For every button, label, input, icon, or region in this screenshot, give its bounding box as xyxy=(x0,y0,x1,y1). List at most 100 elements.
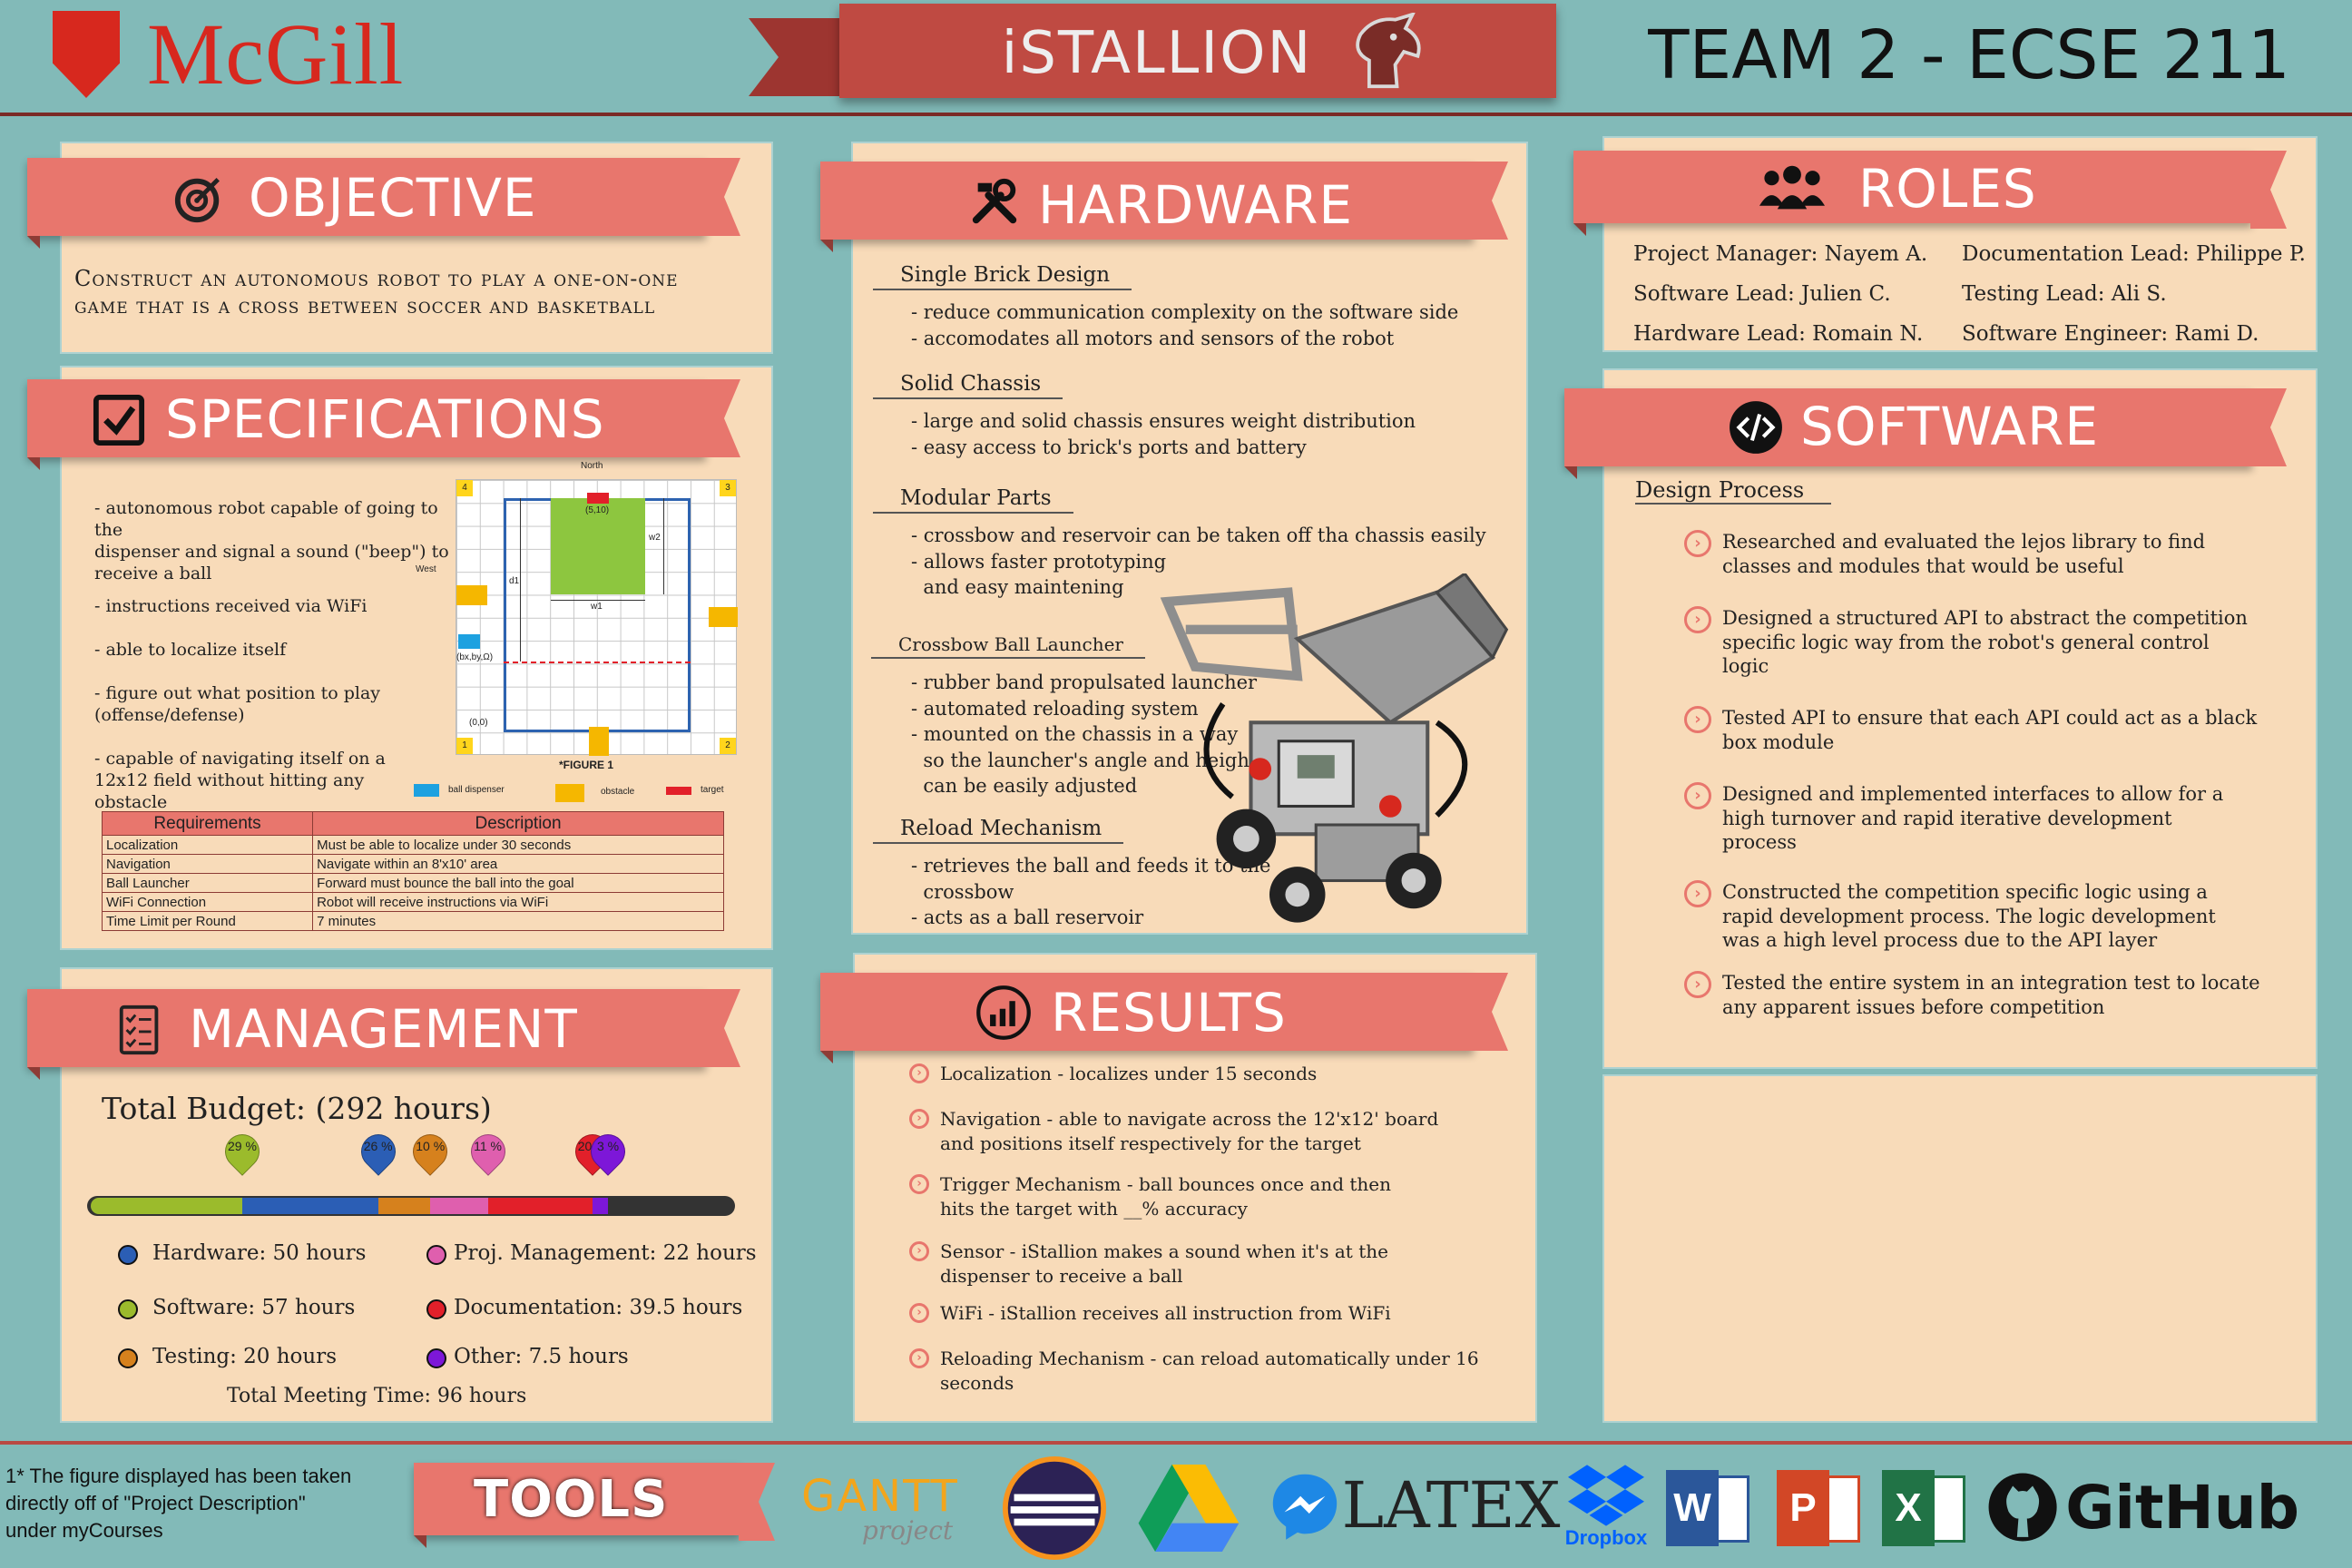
legend-obstacle-swatch xyxy=(555,784,584,802)
obstacle xyxy=(589,727,609,756)
budget-segment xyxy=(241,1198,378,1214)
hardware-section-title: Solid Chassis xyxy=(873,372,1063,399)
legend-dispenser-swatch xyxy=(414,784,439,797)
legend-dot-testing xyxy=(118,1348,138,1368)
software-item-line: logic xyxy=(1722,655,1769,677)
hardware-section-title: Reload Mechanism xyxy=(873,817,1124,844)
budget-segment xyxy=(377,1198,431,1214)
obstacle xyxy=(456,585,487,605)
table-cell: Must be able to localize under 30 second… xyxy=(312,835,724,855)
legend-dot-proj-management xyxy=(426,1245,446,1265)
pin-label: 3 % xyxy=(596,1139,620,1153)
result-bullet-icon: › xyxy=(909,1174,929,1194)
result-bullet-icon: › xyxy=(909,1303,929,1323)
role-software-engineer: Software Engineer: Rami D. xyxy=(1962,322,2259,346)
table-cell: Navigate within an 8'x10' area xyxy=(312,854,724,874)
d1-label: d1 xyxy=(509,576,520,586)
hardware-section-line: - large and solid chassis ensures weight… xyxy=(911,410,1416,432)
legend-dot-other xyxy=(426,1348,446,1368)
table-row: Time Limit per Round 7 minutes xyxy=(101,911,724,931)
table-cell: Time Limit per Round xyxy=(101,911,314,931)
legend-proj-management: Proj. Management: 22 hours xyxy=(454,1241,757,1265)
hardware-section-line: - allows faster prototyping xyxy=(911,550,1167,573)
w1-label: w1 xyxy=(591,602,603,612)
obstacle xyxy=(709,607,738,627)
table-cell: Ball Launcher xyxy=(101,873,314,893)
github-logo: GitHub xyxy=(1987,1457,2299,1557)
role-testing-lead: Testing Lead: Ali S. xyxy=(1962,282,2167,306)
result-item-line: WiFi - iStallion receives all instructio… xyxy=(940,1302,1391,1324)
budget-segment xyxy=(592,1198,608,1214)
spec-line: - instructions received via WiFi xyxy=(94,596,368,616)
pin-label: 29 % xyxy=(228,1139,257,1153)
result-item-line: and positions itself respectively for th… xyxy=(940,1132,1361,1154)
excel-letter: X xyxy=(1882,1470,1935,1546)
software-item-line: high turnover and rapid iterative develo… xyxy=(1722,807,2172,829)
legend-dot-hardware xyxy=(118,1245,138,1265)
budget-percent-pin: 11 % xyxy=(463,1127,513,1183)
spec-line: (offense/defense) xyxy=(94,705,245,725)
table-row: WiFi Connection Robot will receive instru… xyxy=(101,892,724,912)
result-item-line: dispenser to receive a ball xyxy=(940,1265,1183,1287)
origin-label: (0,0) xyxy=(469,718,488,728)
software-item-line: Designed a structured API to abstract th… xyxy=(1722,607,2248,629)
d1-arrow xyxy=(520,498,521,662)
hardware-section-line: - accomodates all motors and sensors of … xyxy=(911,327,1395,349)
legend-dot-software xyxy=(118,1299,138,1319)
people-icon xyxy=(1759,165,1825,210)
title-ribbon: iSTALLION xyxy=(839,4,1556,98)
objective-ribbon: OBJECTIVE xyxy=(27,158,706,249)
budget-percent-pin: 29 % xyxy=(218,1127,267,1183)
powerpoint-letter: P xyxy=(1777,1470,1829,1546)
excel-icon: X xyxy=(1882,1470,1969,1546)
table-cell: 7 minutes xyxy=(312,911,724,931)
hardware-section-line: crossbow xyxy=(911,880,1014,903)
corner-2: 2 xyxy=(720,738,736,754)
results-ribbon: RESULTS xyxy=(820,973,1474,1063)
role-software-lead: Software Lead: Julien C. xyxy=(1633,282,1891,306)
specifications-heading: SPECIFICATIONS xyxy=(165,388,605,450)
hardware-section-line: - crossbow and reservoir can be taken of… xyxy=(911,524,1486,546)
spec-line: dispenser and signal a sound ("beep") to xyxy=(94,542,449,562)
legend-obstacle-label: obstacle xyxy=(601,787,635,797)
table-row: Localization Must be able to localize und… xyxy=(101,835,724,855)
budget-segment xyxy=(487,1198,593,1214)
total-budget: Total Budget: (292 hours) xyxy=(102,1091,492,1126)
management-heading: MANAGEMENT xyxy=(189,998,578,1060)
budget-segment xyxy=(430,1198,488,1214)
defense-line xyxy=(504,662,691,663)
budget-percent-pin: 10 % xyxy=(406,1127,456,1183)
ball-dispenser-marker xyxy=(458,634,480,649)
software-item-line: box module xyxy=(1722,730,1835,753)
field-figure: (5,10) (bx,by,Ω) (0,0) d1 w1 w2 4 3 1 2 xyxy=(456,479,738,756)
objective-text: Construct an autonomous robot to play a … xyxy=(74,265,679,319)
software-bullet-icon: › xyxy=(1684,706,1711,733)
powerpoint-icon: P xyxy=(1777,1470,1864,1546)
results-heading: RESULTS xyxy=(1051,982,1287,1044)
hardware-section-line: - easy access to brick's ports and batte… xyxy=(911,436,1307,458)
result-bullet-icon: › xyxy=(909,1109,929,1129)
software-item-line: specific logic way from the robot's gene… xyxy=(1722,631,2210,653)
table-cell: Localization xyxy=(101,835,314,855)
target-coordinate-label: (5,10) xyxy=(585,505,610,515)
result-bullet-icon: › xyxy=(909,1063,929,1083)
management-ribbon: MANAGEMENT xyxy=(27,989,706,1080)
tools-icon xyxy=(972,178,1017,224)
software-item-line: classes and modules that would be useful xyxy=(1722,554,2124,577)
design-process-heading: Design Process xyxy=(1635,477,1832,505)
result-item-line: hits the target with __% accuracy xyxy=(940,1198,1248,1220)
software-item-line: rapid development process. The logic dev… xyxy=(1722,905,2216,927)
footnote-line: under myCourses xyxy=(5,1519,163,1542)
software-bullet-icon: › xyxy=(1684,782,1711,809)
legend-other: Other: 7.5 hours xyxy=(454,1345,629,1368)
hardware-section-line: - mounted on the chassis in a way xyxy=(911,723,1239,745)
role-hardware-lead: Hardware Lead: Romain N. xyxy=(1633,322,1924,346)
dropbox-label: Dropbox xyxy=(1564,1526,1648,1549)
software-item-line: Researched and evaluated the lejos libra… xyxy=(1722,531,2206,553)
spec-line: receive a ball xyxy=(94,564,212,583)
footnote: 1* The figure displayed has been taken d… xyxy=(5,1463,351,1544)
gantt-logo-subtext: project xyxy=(861,1515,954,1545)
title-ribbon-left-tail xyxy=(749,18,848,96)
mcgill-shield-logo xyxy=(53,11,120,98)
hardware-heading: HARDWARE xyxy=(1038,174,1354,236)
